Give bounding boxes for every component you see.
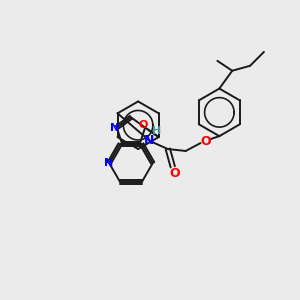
Text: N: N (103, 158, 113, 168)
Text: N: N (144, 134, 154, 147)
Text: O: O (200, 135, 211, 148)
Text: H: H (152, 126, 162, 136)
Text: N: N (110, 123, 119, 133)
Text: O: O (169, 167, 180, 180)
Text: O: O (138, 120, 148, 130)
